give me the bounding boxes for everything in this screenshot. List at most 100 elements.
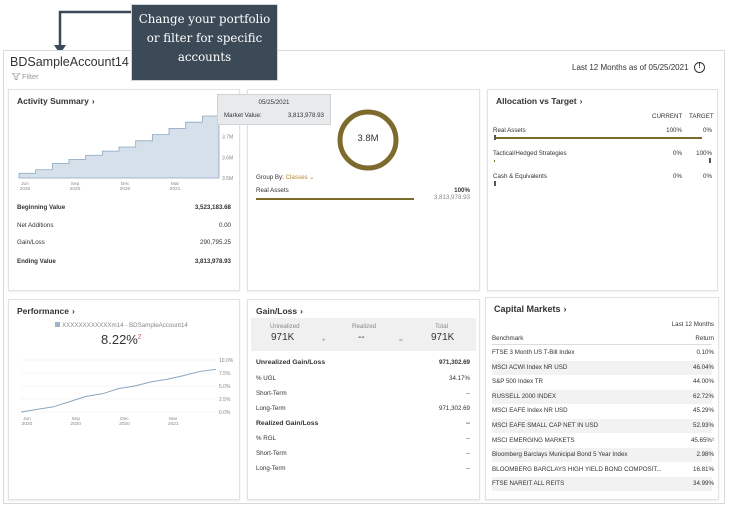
gainloss-title-text: Gain/Loss [256, 306, 298, 316]
capital-row [492, 419, 712, 433]
donut-row-label: Real Assets [256, 187, 289, 194]
capital-row-name: RUSSELL 2000 INDEX [492, 392, 557, 400]
capital-row-return: 44.00% [693, 378, 714, 386]
chevron-down-icon: ⌄ [309, 174, 315, 181]
perf-y-tick: 7.5% [219, 371, 231, 377]
perf-line [20, 368, 217, 413]
perf-x-tick: Jun [23, 416, 31, 422]
performance-legend: XXXXXXXXXXXXm14 - BDSampleAccount14 [55, 322, 188, 329]
group-by-value[interactable]: Classes [285, 174, 308, 181]
gainloss-row-label: Short-Term [256, 390, 287, 397]
allocation-target-title[interactable]: Allocation vs Target › [496, 96, 582, 106]
gainloss-row-label: Long-Term [256, 465, 286, 472]
filter-button[interactable]: Filter [12, 72, 39, 81]
realized-label: Realized [352, 323, 377, 330]
capital-period: Last 12 Months [671, 321, 714, 328]
capital-row-name: FTSE NAREIT ALL REITS [492, 480, 565, 488]
gainloss-summary [251, 318, 476, 351]
activity-x-tick: Sep [71, 181, 80, 187]
activity-x-tick: 2020 [20, 186, 31, 192]
donut-chart [337, 109, 399, 171]
activity-x-tick: Dec [121, 181, 130, 187]
performance-card: Performance › XXXXXXXXXXXXm14 - BDSampleA… [8, 299, 240, 500]
gainloss-title[interactable]: Gain/Loss › [256, 306, 303, 316]
col-target: TARGET [689, 113, 714, 120]
gainloss-row-label: Realized Gain/Loss [256, 420, 319, 427]
capital-row-name: MSCI ACWI Index NR USD [492, 363, 568, 371]
capital-row-name: MSCI EAFE Index NR USD [492, 407, 568, 415]
activity-y-tick: 3.6M [222, 155, 233, 161]
activity-x-tick: Mar [171, 181, 180, 187]
capital-row-name: S&P 500 Index TR [492, 378, 544, 386]
activity-summary-card: Activity Summary› 3.8M3.7M3.6M3.5MJun202… [8, 89, 240, 291]
info-icon[interactable]: ! [694, 62, 705, 73]
activity-summary-title[interactable]: Activity Summary › [17, 96, 95, 106]
capital-header-rule [492, 344, 712, 345]
gainloss-row-value: -- [465, 390, 470, 397]
gainloss-row-value: -- [465, 450, 470, 457]
performance-superscript: 2 [137, 334, 142, 341]
capital-row-return: 2.98% [696, 451, 714, 459]
chevron-right-icon: › [579, 96, 583, 106]
capital-row-return: 45.29% [693, 407, 714, 415]
capital-row-return: 52.93% [693, 422, 714, 429]
account-selector[interactable]: BDSampleAccount14 - [10, 55, 137, 69]
donut-row-bar [256, 198, 414, 200]
donut-row-pct: 100% [454, 187, 470, 194]
capital-row-return: 62.72% [693, 392, 714, 400]
capital-row-return: 46.04% [693, 363, 714, 371]
gainloss-row-label: Short-Term [256, 450, 287, 457]
chart-tooltip: 05/25/2021 Market Value: 3,813,978.93 [217, 94, 331, 125]
group-by-label: Group By: [256, 174, 284, 181]
legend-swatch [55, 322, 60, 327]
legend-text: XXXXXXXXXXXXm14 - BDSampleAccount14 [62, 322, 188, 329]
performance-value-text: 8.22% [101, 332, 138, 347]
total-value: 971K [431, 332, 455, 343]
gainloss-row-value: -- [465, 420, 470, 427]
activity-chart: 3.8M3.7M3.6M3.5MJun2020Sep2020Dec2020Mar… [18, 113, 233, 192]
activity-row-label: Beginning Value [17, 204, 66, 211]
unrealized-value: 971K [271, 332, 295, 343]
callout-line-1: Change your portfolio [138, 12, 271, 26]
gainloss-card: Gain/Loss › Unrealized Realized Total 971… [247, 299, 480, 500]
callout-line-3: accounts [177, 50, 232, 64]
capital-row [492, 477, 712, 492]
perf-x-tick: 2020 [70, 421, 81, 427]
capital-row [492, 448, 712, 463]
perf-y-tick: 5.0% [219, 384, 231, 390]
perf-x-tick: 2020 [119, 421, 130, 427]
performance-title[interactable]: Performance › [17, 306, 75, 316]
alloc-row-label: Tactical/Hedged Strategies [493, 150, 567, 157]
activity-row-label: Net Additions [17, 222, 54, 229]
capital-row-name: MSCI EAFE SMALL CAP NET IN USD [492, 422, 599, 429]
perf-x-tick: 2020 [22, 421, 33, 427]
col-current: CURRENT [652, 113, 683, 120]
activity-x-tick: Jun [21, 181, 29, 187]
activity-area [18, 113, 220, 179]
capital-markets-title-text: Capital Markets [494, 304, 561, 314]
allocation-target-title-text: Allocation vs Target [496, 96, 577, 106]
alloc-row-label: Real Assets [493, 127, 526, 134]
callout-line-2: or filter for specific [146, 31, 263, 45]
gainloss-row-label: Long-Term [256, 405, 286, 412]
group-by[interactable]: Group By: Classes ⌄ [256, 174, 315, 181]
performance-value: 8.22%2 [101, 332, 141, 347]
alloc-row-target: 0% [703, 127, 712, 134]
perf-x-tick: Dec [120, 416, 129, 422]
alloc-row-target-marker [494, 135, 496, 140]
activity-row-value: 3,523,183.68 [194, 204, 231, 211]
col-benchmark: Benchmark [492, 335, 524, 342]
gainloss-row-label: Unrealized Gain/Loss [256, 359, 326, 366]
total-label: Total [435, 323, 449, 330]
capital-row-return: 45.65%¹ [690, 436, 714, 444]
performance-title-text: Performance [17, 306, 69, 316]
capital-markets-title[interactable]: Capital Markets › [494, 304, 567, 314]
alloc-row-target: 0% [703, 173, 712, 180]
alloc-row-bar [494, 160, 495, 162]
capital-row-return: 34.99% [693, 480, 714, 488]
callout-box: Change your portfolio or filter for spec… [131, 4, 278, 81]
alloc-row-label: Cash & Equivalents [493, 173, 547, 180]
alloc-row-target-marker [494, 181, 496, 186]
activity-row-value: 290,795.25 [200, 239, 231, 246]
capital-row-name: Bloomberg Barclays Municipal Bond 5 Year… [492, 451, 628, 459]
